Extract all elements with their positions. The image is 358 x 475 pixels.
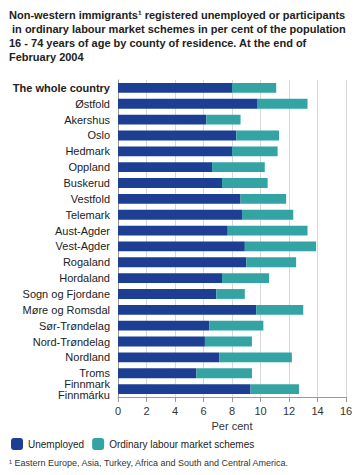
svg-text:Ordinary labour market schemes: Ordinary labour market schemes (109, 439, 254, 450)
svg-text:Finnmárku: Finnmárku (58, 389, 110, 401)
svg-text:12: 12 (283, 405, 295, 417)
svg-text:in ordinary labour market sche: in ordinary labour market schemes in per… (9, 23, 349, 35)
svg-text:Hedmark: Hedmark (65, 145, 110, 157)
svg-text:Akershus: Akershus (64, 114, 110, 126)
svg-text:6: 6 (200, 405, 206, 417)
svg-text:The whole country: The whole country (13, 82, 111, 94)
svg-text:0: 0 (115, 405, 121, 417)
svg-text:Non-western immigrants¹ regist: Non-western immigrants¹ registered unemp… (9, 9, 345, 21)
svg-text:Østfold: Østfold (75, 98, 110, 110)
svg-text:Unemployed: Unemployed (28, 439, 84, 450)
svg-text:10: 10 (254, 405, 266, 417)
svg-text:Sogn og Fjordane: Sogn og Fjordane (23, 288, 110, 300)
svg-text:Oppland: Oppland (68, 161, 110, 173)
svg-text:Vestfold: Vestfold (71, 193, 110, 205)
svg-text:Oslo: Oslo (87, 129, 110, 141)
svg-text:8: 8 (229, 405, 235, 417)
svg-text:Telemark: Telemark (65, 209, 110, 221)
svg-text:16: 16 (340, 405, 352, 417)
svg-text:4: 4 (172, 405, 178, 417)
svg-text:February 2004: February 2004 (9, 51, 84, 63)
svg-text:Per cent: Per cent (212, 420, 253, 432)
svg-text:14: 14 (311, 405, 323, 417)
svg-text:Sør-Trøndelag: Sør-Trøndelag (39, 320, 110, 332)
svg-text:Aust-Agder: Aust-Agder (55, 225, 110, 237)
svg-text:Finnmark: Finnmark (64, 377, 110, 390)
svg-text:Vest-Agder: Vest-Agder (56, 240, 111, 252)
svg-text:Rogaland: Rogaland (63, 256, 110, 268)
svg-text:Buskerud: Buskerud (64, 177, 110, 189)
svg-text:Nordland: Nordland (65, 351, 110, 363)
svg-text:Hordaland: Hordaland (59, 272, 110, 284)
svg-text:¹ Eastern Europe, Asia, Turkey: ¹ Eastern Europe, Asia, Turkey, Africa a… (9, 458, 288, 468)
svg-text:2: 2 (143, 405, 149, 417)
svg-text:Troms: Troms (79, 367, 110, 380)
svg-text:16 - 74 years of age by county: 16 - 74 years of age by county of reside… (9, 37, 309, 49)
svg-text:Møre og Romsdal: Møre og Romsdal (23, 304, 110, 316)
svg-text:Nord-Trøndelag: Nord-Trøndelag (33, 336, 110, 348)
